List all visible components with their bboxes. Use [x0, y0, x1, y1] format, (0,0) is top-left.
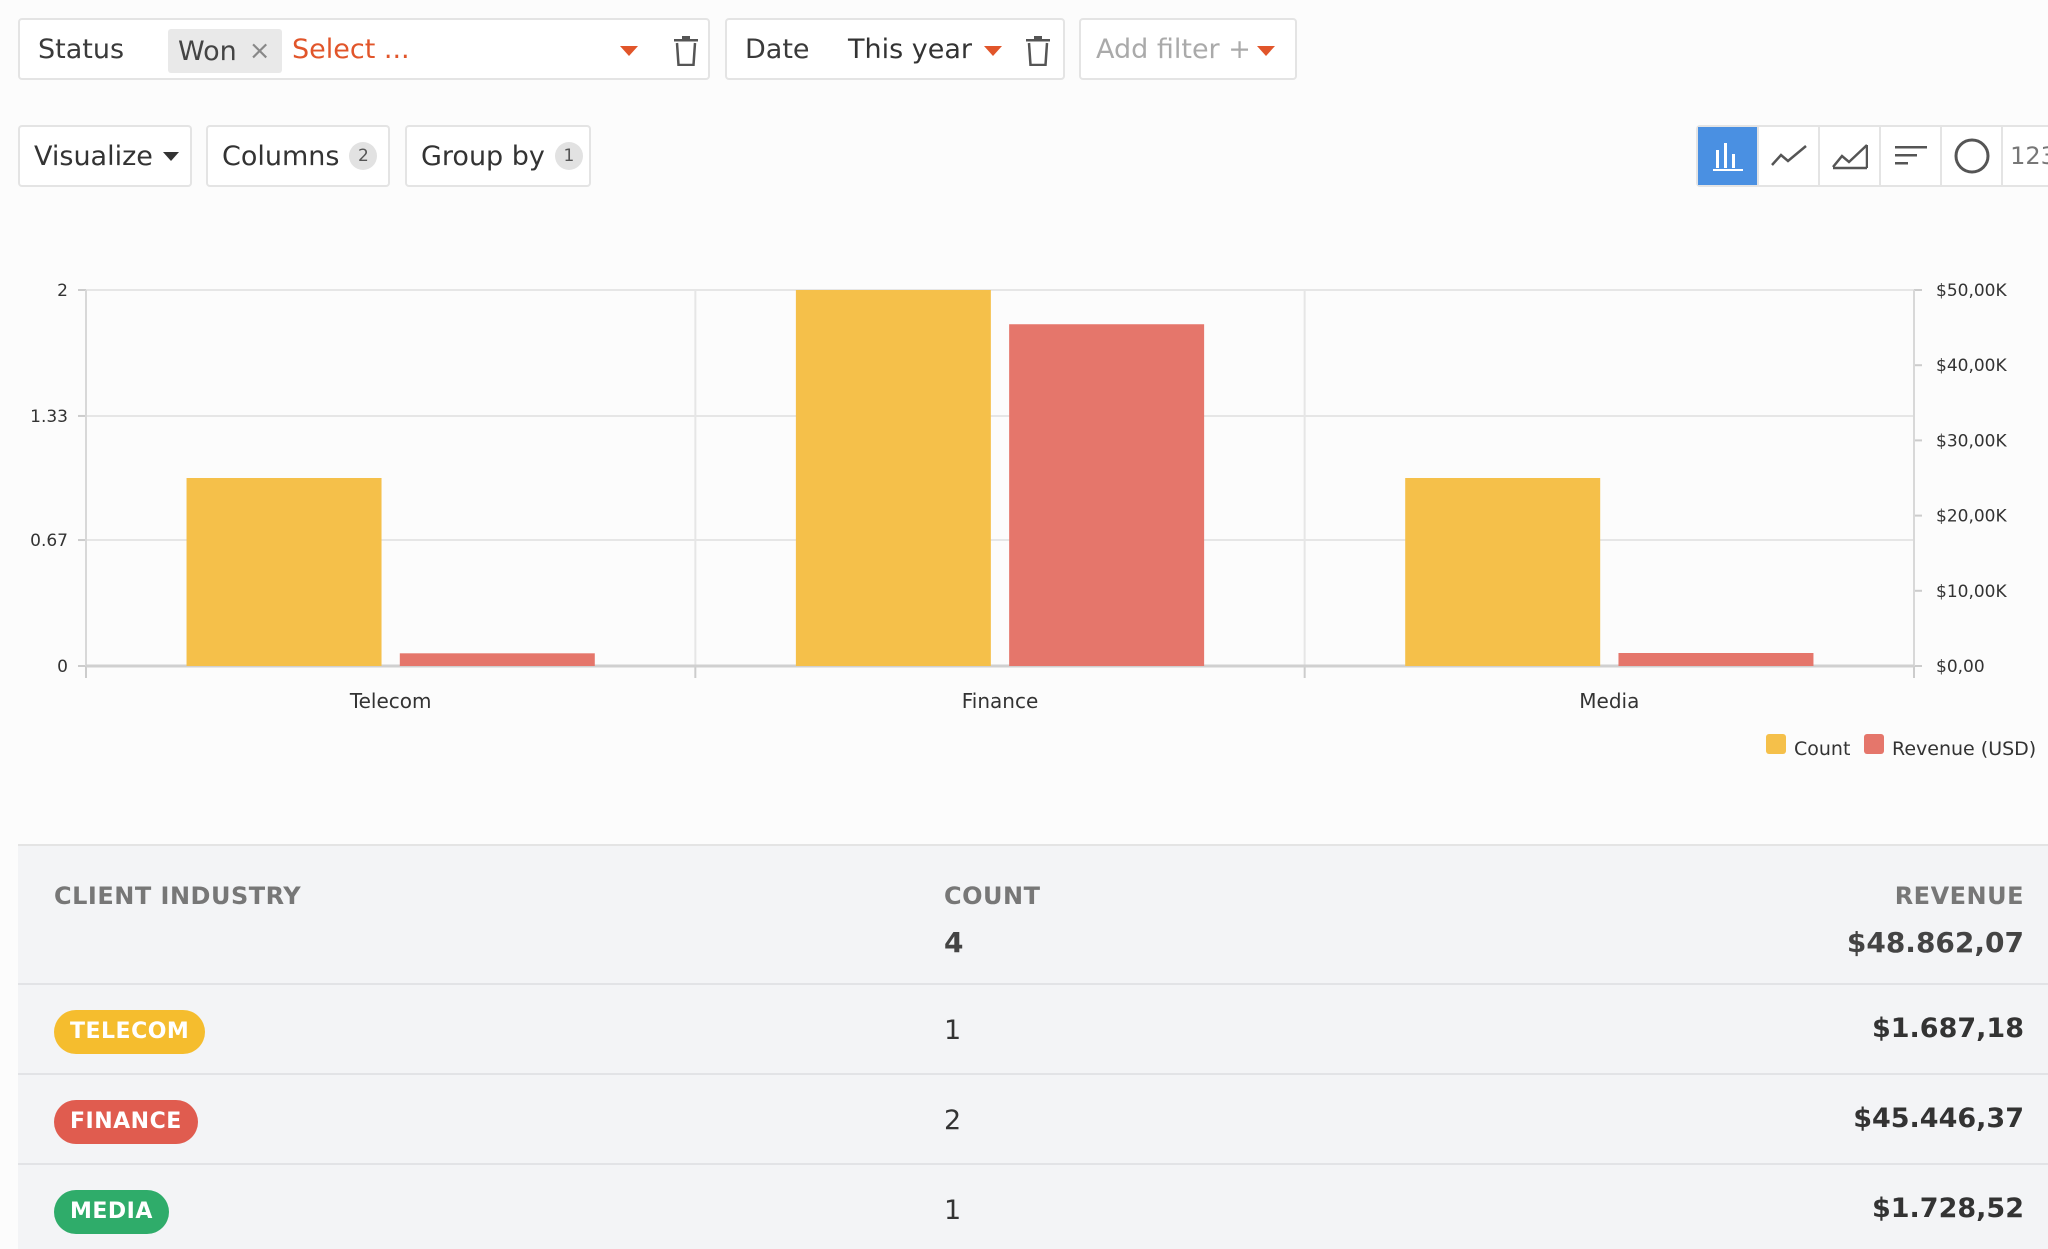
left-axis-tick-label: 2: [57, 281, 68, 301]
industry-tag-media: MEDIA: [54, 1190, 169, 1234]
number-view-button[interactable]: 123: [2010, 142, 2048, 170]
add-filter-dropdown-icon: [1257, 46, 1275, 56]
row-revenue: $45.446,37: [1853, 1103, 2024, 1134]
right-axis-tick-label: $20,00K: [1936, 507, 2007, 527]
bar-chart-icon[interactable]: [1698, 127, 1759, 185]
chevron-down-icon: [162, 151, 179, 161]
date-filter-label: Date: [745, 34, 810, 65]
delete-status-filter-icon[interactable]: [673, 36, 699, 66]
add-filter-label: Add filter +: [1096, 34, 1251, 65]
right-axis-tick-label: $50,00K: [1936, 281, 2007, 301]
legend-swatch: [1864, 734, 1884, 754]
industry-tag-finance: FINANCE: [54, 1100, 198, 1144]
horizontal-bar-icon[interactable]: [1881, 127, 1942, 185]
table-row[interactable]: MEDIA 1 $1.728,52: [18, 1163, 2048, 1249]
header-revenue[interactable]: REVENUE: [1894, 882, 2024, 910]
status-dropdown-icon[interactable]: [620, 46, 638, 56]
total-revenue: $48.862,07: [1846, 926, 2024, 959]
status-filter-label: Status: [38, 34, 125, 65]
columns-label: Columns: [222, 140, 340, 172]
table-row[interactable]: TELECOM 1 $1.687,18: [18, 983, 2048, 1073]
remove-chip-icon[interactable]: ×: [248, 36, 271, 66]
add-filter-button[interactable]: Add filter +: [1079, 18, 1297, 80]
bar-count-media: [1405, 478, 1601, 666]
right-axis-tick-label: $40,00K: [1936, 356, 2007, 376]
total-count: 4: [944, 926, 964, 959]
line-chart-icon[interactable]: [1759, 127, 1820, 185]
group-by-label: Group by: [421, 140, 545, 172]
left-axis-tick-label: 0.67: [30, 531, 68, 551]
row-count: 2: [944, 1105, 962, 1136]
date-filter[interactable]: Date This year: [725, 18, 1065, 80]
left-axis-tick-label: 0: [57, 657, 68, 677]
group-by-button[interactable]: Group by 1: [405, 125, 591, 187]
legend-label: Revenue (USD): [1892, 738, 2036, 760]
columns-count-badge: 2: [349, 142, 378, 170]
won-chip-label: Won: [178, 35, 237, 67]
table-row[interactable]: FINANCE 2 $45.446,37: [18, 1073, 2048, 1163]
header-count[interactable]: COUNT: [944, 882, 1041, 910]
summary-table: CLIENT INDUSTRY COUNT REVENUE 4 $48.862,…: [18, 844, 2048, 1249]
x-axis-category-label: Telecom: [349, 689, 432, 713]
visualization-type-switcher: 123: [1696, 125, 2048, 187]
status-select-placeholder[interactable]: Select ...: [292, 34, 410, 65]
header-client-industry[interactable]: CLIENT INDUSTRY: [54, 882, 302, 910]
left-axis-tick-label: 1.33: [30, 407, 68, 427]
industry-tag-telecom: TELECOM: [54, 1010, 206, 1054]
row-count: 1: [944, 1015, 962, 1046]
row-count: 1: [944, 1195, 962, 1226]
delete-date-filter-icon[interactable]: [1025, 36, 1051, 66]
pie-chart-icon[interactable]: [1942, 127, 2003, 185]
bar-revenue-finance: [1009, 324, 1205, 666]
bar-revenue-telecom: [399, 653, 595, 666]
right-axis-tick-label: $30,00K: [1936, 431, 2007, 451]
columns-button[interactable]: Columns 2: [206, 125, 390, 187]
area-chart-icon[interactable]: [1820, 127, 1881, 185]
date-filter-value[interactable]: This year: [848, 34, 972, 65]
row-revenue: $1.687,18: [1871, 1013, 2024, 1044]
group-by-count-badge: 1: [554, 142, 583, 170]
won-chip[interactable]: Won ×: [168, 29, 282, 73]
legend-swatch: [1766, 734, 1786, 754]
right-axis-tick-label: $0,00: [1936, 657, 1985, 677]
legend-label: Count: [1794, 738, 1850, 760]
date-dropdown-icon[interactable]: [984, 46, 1002, 56]
bar-count-telecom: [186, 478, 382, 666]
row-revenue: $1.728,52: [1871, 1193, 2024, 1224]
x-axis-category-label: Media: [1579, 689, 1639, 713]
bar-chart: 0 0.67 1.33 2 $0,00 $10,00K $20,00K $30,00K $40,…: [30, 281, 2036, 760]
right-axis-tick-label: $10,00K: [1936, 582, 2007, 602]
status-filter[interactable]: Status Won × Select ...: [18, 18, 710, 80]
visualize-label: Visualize: [34, 140, 153, 172]
x-axis-category-label: Finance: [962, 689, 1039, 713]
bar-revenue-media: [1618, 653, 1814, 666]
visualize-button[interactable]: Visualize: [18, 125, 192, 187]
bar-count-finance: [795, 290, 991, 666]
